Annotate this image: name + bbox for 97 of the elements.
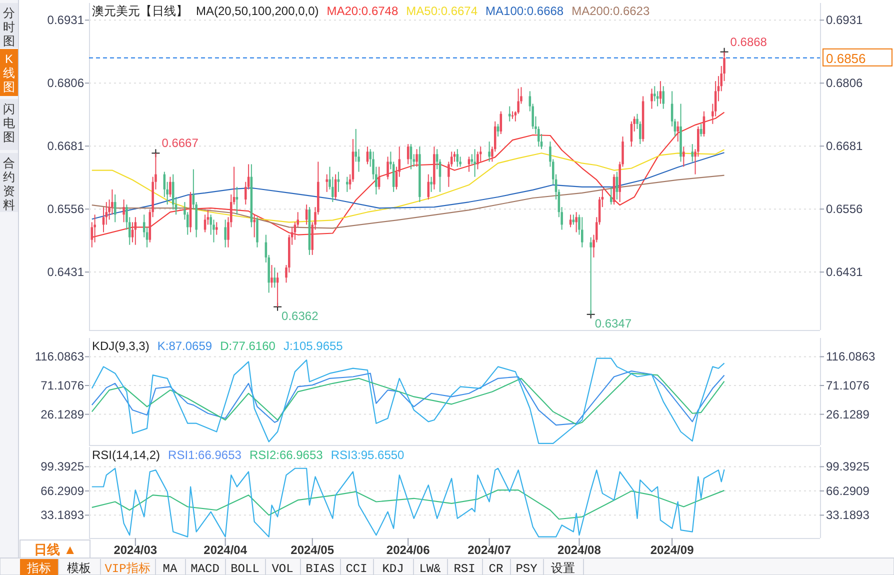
candlestick <box>122 199 125 223</box>
text: 闪电图 <box>3 102 15 144</box>
ref-line-label: 0.6856 <box>826 50 866 66</box>
text: MACD <box>190 562 220 575</box>
candlestick <box>676 120 679 142</box>
annotation: 0.6667 <box>162 136 199 150</box>
annotation: 0.6868 <box>730 34 768 49</box>
candlestick <box>488 141 490 162</box>
y2-tick-label: 0.6806 <box>826 76 864 90</box>
y-tick-label: 0.6431 <box>47 265 84 280</box>
y2-tick-label: 0.6556 <box>826 202 864 216</box>
candlestick <box>216 222 218 236</box>
y-tick-label: 66.2909 <box>40 484 84 498</box>
candlestick <box>256 216 258 248</box>
text: 日线 ▲ <box>34 542 76 557</box>
candlestick <box>224 219 226 248</box>
text: BIAS <box>306 562 334 575</box>
y2-tick-label: 33.1893 <box>826 508 870 522</box>
line-series <box>91 174 725 229</box>
x-tick-label: 2024/04 <box>204 543 248 557</box>
y2-tick-label: 0.6681 <box>826 139 864 154</box>
text: LW& <box>419 562 441 575</box>
y2-tick-label: 0.6931 <box>826 13 864 28</box>
y2-tick-label: 66.2909 <box>826 484 870 498</box>
text: MA <box>162 562 178 575</box>
y-tick-label: 26.1289 <box>40 407 84 422</box>
y2-tick-label: 0.6431 <box>826 265 864 280</box>
text: K:87.0659 <box>157 339 212 353</box>
text: 合约资料 <box>3 156 15 212</box>
text: MA100:0.6668 <box>486 4 564 18</box>
x-tick-label: 2024/07 <box>468 543 512 557</box>
y-tick-label: 0.6681 <box>47 139 84 154</box>
text: RSI2:66.9653 <box>249 448 324 462</box>
y-tick-label: 0.6931 <box>47 13 84 28</box>
text: 设置 <box>551 562 575 575</box>
candlestick <box>662 86 664 110</box>
y2-tick-label: 26.1289 <box>826 407 870 422</box>
candlestick <box>575 212 578 233</box>
y-tick-label: 0.6556 <box>47 202 84 216</box>
series-label: RSI3:95.6550 <box>330 448 405 462</box>
y2-tick-label: 99.3925 <box>826 460 870 474</box>
legend-title: MA(20,50,100,200,0,0) <box>196 4 319 18</box>
candlestick <box>610 186 612 206</box>
candlestick <box>474 148 476 178</box>
y-tick-label: 116.0863 <box>34 350 84 364</box>
y-tick-label: 99.3925 <box>40 460 84 474</box>
candlestick <box>326 174 328 192</box>
x-tick-label: 2024/09 <box>650 543 694 557</box>
y2-tick-label: 116.0863 <box>826 350 876 364</box>
candlestick <box>386 156 389 180</box>
candlestick <box>346 176 348 192</box>
text: MA200:0.6623 <box>572 4 650 18</box>
x-tick-label: 2024/03 <box>114 543 158 557</box>
text: 分时图 <box>3 6 15 48</box>
text: K线图 <box>3 52 15 94</box>
candlestick <box>169 176 172 198</box>
chart-title: 澳元美元【日线】 <box>92 4 188 18</box>
annotation: 0.6347 <box>594 316 632 330</box>
series-label: J:105.9655 <box>283 339 344 353</box>
legend-label: RSI1:66.9653 <box>168 448 242 462</box>
x-tick-label: 2024/06 <box>386 543 430 557</box>
candlestick <box>111 188 114 216</box>
text: 模板 <box>67 562 91 575</box>
text: KDJ <box>382 562 404 575</box>
text: RSI <box>454 562 476 575</box>
candlestick <box>274 267 276 288</box>
candlestick <box>253 214 256 238</box>
text: D:77.6160 <box>220 339 276 353</box>
text: CCI <box>346 562 368 575</box>
candlestick <box>172 174 174 210</box>
candlestick <box>691 144 694 162</box>
y-tick-label: 33.1893 <box>40 508 84 522</box>
x-tick-label: 2024/05 <box>290 543 334 557</box>
annotation: 0.6362 <box>282 308 319 323</box>
x-tick-label: 2024/08 <box>558 543 602 557</box>
candlestick <box>270 264 273 288</box>
candlestick <box>416 148 418 168</box>
line-series <box>91 468 725 538</box>
candlestick <box>650 88 653 110</box>
text: MA50:0.6674 <box>406 4 478 18</box>
chart-title: RSI(14,14,2) <box>92 448 160 462</box>
text: MA20:0.6748 <box>326 4 398 18</box>
y-tick-label: 71.1076 <box>40 378 84 393</box>
line-series <box>91 490 725 520</box>
candlestick <box>581 216 584 248</box>
chart-title: KDJ(9,3,3) <box>92 339 150 353</box>
text: CR <box>488 562 504 575</box>
text: BOLL <box>230 562 260 575</box>
y-tick-label: 0.6806 <box>47 76 84 90</box>
text: PSY <box>516 562 538 575</box>
text: 指标 <box>26 562 51 575</box>
candlestick <box>430 176 432 192</box>
candlestick <box>682 146 685 168</box>
line-series <box>91 358 725 444</box>
y2-tick-label: 71.1076 <box>826 378 870 393</box>
text: VIP指标 <box>104 562 150 575</box>
text: VOL <box>272 562 294 575</box>
